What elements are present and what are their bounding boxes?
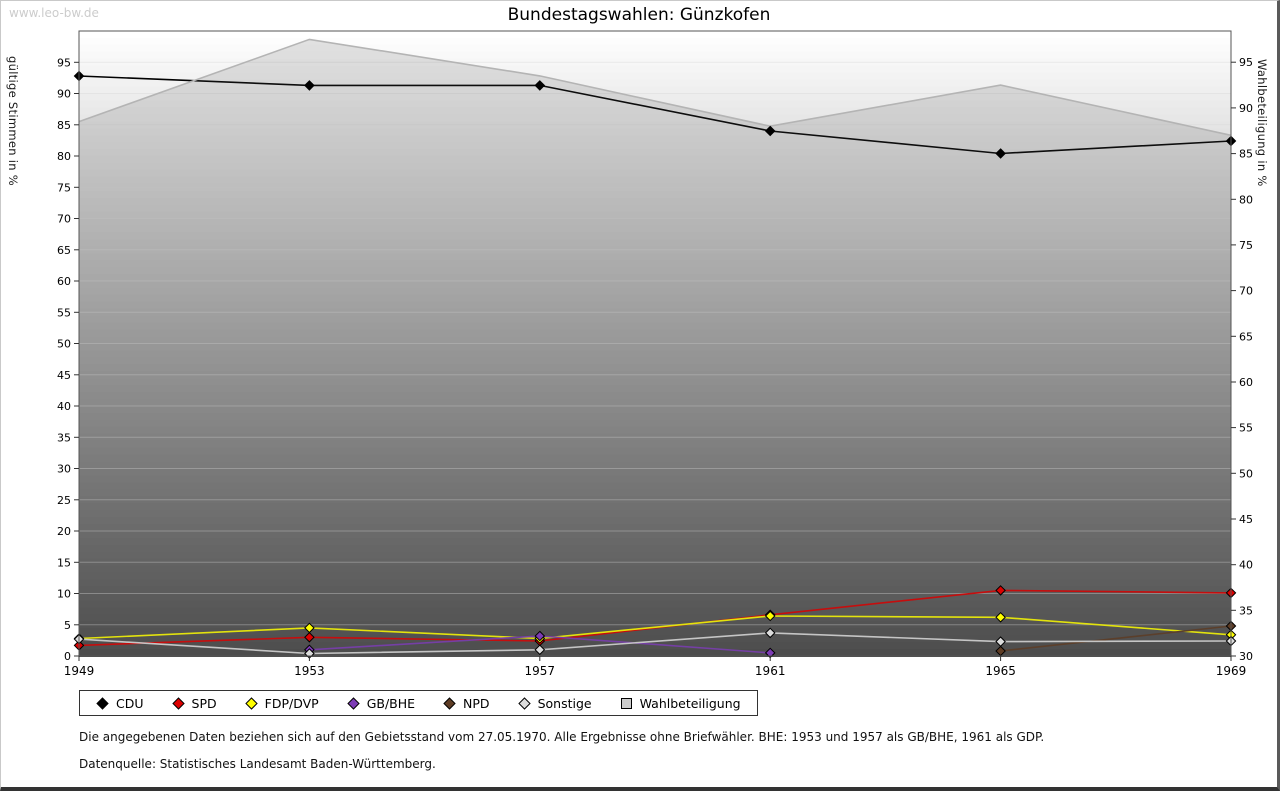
left-axis-tick-label: 10 (57, 588, 71, 601)
left-axis-tick-label: 35 (57, 431, 71, 444)
left-axis-tick-label: 70 (57, 213, 71, 226)
diamond-marker-icon (244, 696, 258, 710)
legend-item-spd: SPD (171, 695, 217, 711)
left-axis-tick-label: 85 (57, 119, 71, 132)
right-axis-tick-label: 75 (1239, 239, 1253, 252)
left-axis-tick-label: 55 (57, 306, 71, 319)
diamond-marker-icon (443, 696, 456, 710)
left-axis-tick-label: 65 (57, 244, 71, 257)
diamond-marker-icon (346, 696, 360, 710)
left-axis-tick-label: 5 (64, 619, 71, 632)
x-axis-year-label: 1969 (1216, 664, 1247, 678)
series-line-npd (1000, 625, 1232, 652)
left-axis-tick-label: 15 (57, 556, 71, 569)
series-line-sonstige (78, 632, 1232, 655)
plot-gradient-background (79, 31, 1231, 657)
series-line-fdp-dvp (78, 615, 1232, 640)
right-axis-tick-label: 40 (1239, 559, 1253, 572)
right-axis-tick-label: 30 (1239, 650, 1253, 663)
diamond-marker-icon (171, 696, 185, 710)
left-axis-tick-label: 50 (57, 338, 71, 351)
diamond-marker-icon (517, 696, 531, 710)
chart-title: Bundestagswahlen: Günzkofen (507, 5, 771, 25)
legend-label: SPD (191, 695, 217, 711)
series-line-wahlbeteiligung (78, 38, 1232, 137)
watermark: www.leo-bw.de (9, 6, 99, 20)
chart-legend: CDU SPD FDP/DVP GB/BHE NPD Sonstige Wahlbeteil… (79, 690, 758, 716)
x-axis-year-label: 1961 (755, 664, 786, 678)
legend-item-gb-bhe: GB/BHE (346, 695, 416, 711)
left-axis-tick-label: 80 (57, 150, 71, 163)
legend-label: Wahlbeteiligung (639, 695, 741, 711)
series-line-cdu (78, 75, 1232, 155)
right-axis-tick-label: 35 (1239, 604, 1253, 617)
footnote-gebietsstand: Die angegebenen Daten beziehen sich auf … (79, 730, 1045, 744)
legend-label: Sonstige (537, 695, 592, 711)
legend-item-sonstige: Sonstige (517, 695, 592, 711)
right-axis-tick-label: 60 (1239, 376, 1253, 389)
legend-label: NPD (463, 695, 490, 711)
gridlines (79, 61, 1231, 626)
right-axis-tick-label: 70 (1239, 285, 1253, 298)
legend-label: GB/BHE (366, 695, 416, 711)
legend-label: FDP/DVP (264, 695, 319, 711)
right-axis-tick-label: 80 (1239, 193, 1253, 206)
right-axis-tick-label: 55 (1239, 422, 1253, 435)
right-axis-title: Wahlbeteiligung in % (1255, 59, 1269, 187)
left-axis-tick-label: 95 (57, 56, 71, 69)
right-axis-tick-label: 90 (1239, 102, 1253, 115)
wahlbeteiligung-area (79, 39, 1231, 656)
square-marker-icon (620, 697, 632, 709)
left-axis-tick-label: 60 (57, 275, 71, 288)
x-axis-year-label: 1957 (525, 664, 556, 678)
axis-ticks-and-labels: 0 5 10 15 20 25 30 35 40 45 50 55 60 65 70 75 80 85 90 95 30… (57, 56, 1253, 678)
legend-item-wahlbeteiligung: Wahlbeteiligung (620, 696, 741, 711)
right-axis-tick-label: 50 (1239, 467, 1253, 480)
legend-item-npd: NPD (443, 696, 490, 711)
left-axis-tick-label: 25 (57, 494, 71, 507)
left-axis-tick-label: 45 (57, 369, 71, 382)
legend-label: CDU (116, 695, 144, 711)
left-axis-tick-label: 30 (57, 463, 71, 476)
left-axis-tick-label: 90 (57, 88, 71, 101)
x-axis-year-label: 1949 (64, 664, 95, 678)
right-axis-tick-label: 65 (1239, 330, 1253, 343)
x-axis-year-label: 1953 (294, 664, 325, 678)
right-axis-tick-label: 45 (1239, 513, 1253, 526)
legend-item-fdp-dvp: FDP/DVP (244, 695, 319, 711)
diamond-marker-icon (96, 696, 109, 710)
left-axis-tick-label: 75 (57, 181, 71, 194)
legend-item-cdu: CDU (96, 696, 144, 711)
right-axis-tick-label: 95 (1239, 56, 1253, 69)
right-axis-tick-label: 85 (1239, 148, 1253, 161)
footnote-datenquelle: Datenquelle: Statistisches Landesamt Bad… (79, 757, 436, 771)
left-axis-title: gültige Stimmen in % (6, 56, 20, 187)
x-axis-year-label: 1965 (985, 664, 1016, 678)
left-axis-tick-label: 20 (57, 525, 71, 538)
left-axis-tick-label: 0 (64, 650, 71, 663)
left-axis-tick-label: 40 (57, 400, 71, 413)
